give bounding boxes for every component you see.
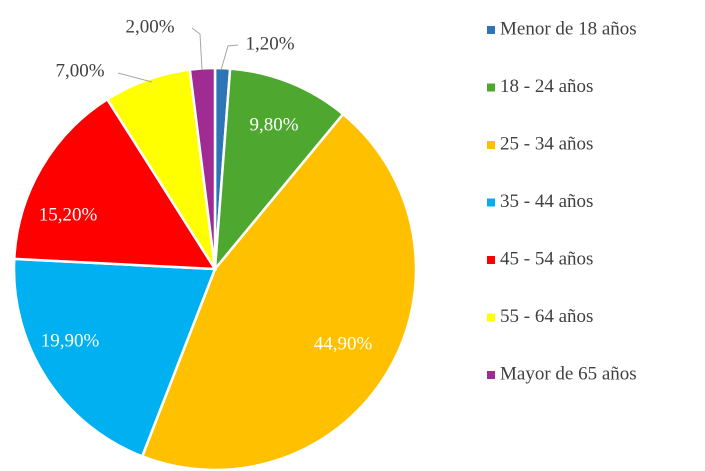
leader-line [220,44,239,71]
legend-swatch [487,26,495,34]
pie-slice [213,67,345,273]
legend-label: 35 - 44 años [500,191,593,212]
legend-swatch [487,198,495,207]
data-label: 2,00% [125,16,174,37]
legend-label: Mayor de 65 años [500,363,637,384]
pie-slice [12,257,217,458]
legend-label: 18 - 24 años [500,76,593,97]
data-label: 9,80% [249,114,298,135]
leader-line [117,72,153,83]
leader-line [191,27,203,71]
legend-label: 45 - 54 años [500,248,593,269]
legend-label: 55 - 64 años [500,306,593,327]
data-label: 15,20% [39,204,98,225]
data-label: 7,00% [55,60,104,81]
legend-swatch [487,141,495,149]
legend-swatch [487,256,495,264]
legend-label: 25 - 34 años [500,133,593,154]
pie-slice [140,112,418,471]
data-label: 44,90% [314,333,373,354]
legend-swatch [487,83,495,92]
pie-slice [12,97,218,271]
legend-label: Menor de 18 años [500,18,637,39]
data-label: 1,20% [245,33,294,54]
legend-swatch [487,371,495,379]
legend-swatch [487,313,495,322]
data-label: 19,90% [41,330,100,351]
